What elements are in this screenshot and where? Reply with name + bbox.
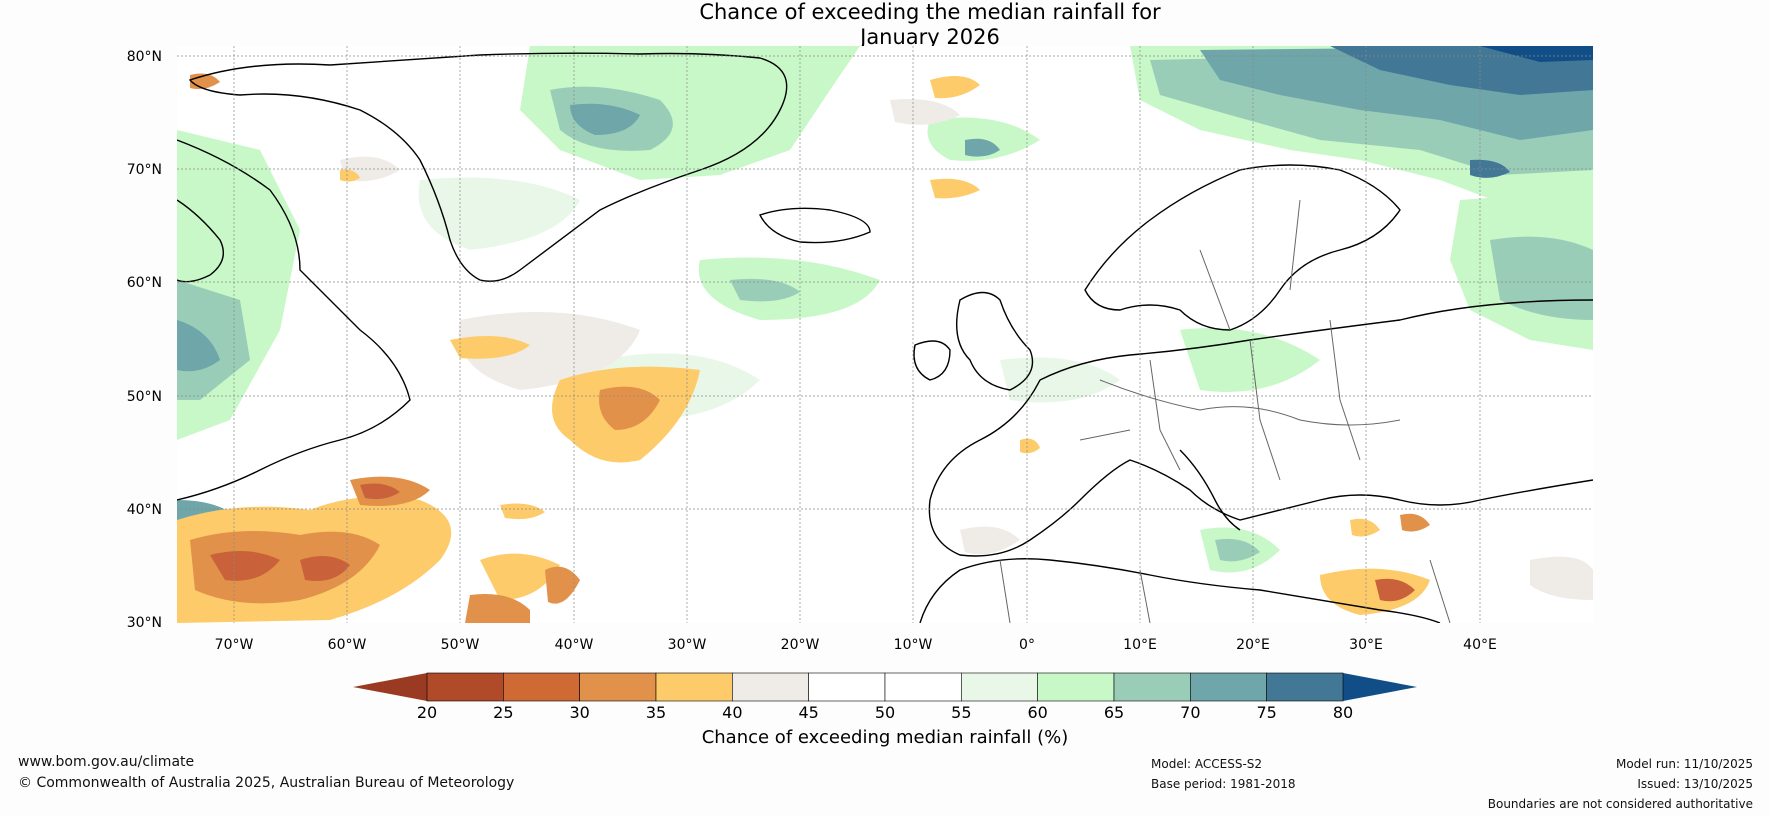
lon-label-10e: 10°E — [1123, 637, 1157, 653]
colorbar-tick-label: 60 — [1027, 703, 1047, 722]
colorbar-segment — [1113, 672, 1191, 702]
probability-shading — [177, 46, 1593, 623]
lon-label-70w: 70°W — [215, 637, 254, 653]
lon-label-30e: 30°E — [1349, 637, 1383, 653]
lon-label-60w: 60°W — [328, 637, 367, 653]
colorbar-tick-label: 75 — [1256, 703, 1276, 722]
lat-label-60n: 60°N — [127, 275, 162, 291]
colorbar-tick-label: 50 — [875, 703, 895, 722]
lon-label-30w: 30°W — [668, 637, 707, 653]
colorbar-segment — [579, 672, 657, 702]
colorbar-segments — [426, 672, 1344, 702]
issued-text: Issued: 13/10/2025 — [1637, 777, 1753, 791]
lon-label-50w: 50°W — [441, 637, 480, 653]
colorbar-tick-label: 25 — [493, 703, 513, 722]
title-line-1: Chance of exceeding the median rainfall … — [699, 0, 1161, 24]
disclaimer-text: Boundaries are not considered authoritat… — [1487, 797, 1753, 811]
lat-label-30n: 30°N — [127, 615, 162, 631]
lat-label-70n: 70°N — [127, 162, 162, 178]
lat-label-50n: 50°N — [127, 389, 162, 405]
colorbar-ticks: 20 25 30 35 40 45 50 55 60 65 70 75 80 — [417, 703, 1353, 722]
colorbar-tick-label: 35 — [646, 703, 666, 722]
model-text: Model: ACCESS-S2 — [1151, 757, 1263, 771]
lon-label-40w: 40°W — [555, 637, 594, 653]
colorbar-segment — [1190, 672, 1267, 702]
latitude-labels: 80°N 70°N 60°N 50°N 40°N 30°N — [127, 49, 162, 631]
colorbar-segment — [732, 672, 809, 702]
colorbar-tick-label: 40 — [722, 703, 742, 722]
map-title: Chance of exceeding the median rainfall … — [0, 0, 1770, 50]
title-line-2: January 2026 — [860, 25, 1000, 49]
lon-label-40e: 40°E — [1463, 637, 1497, 653]
colorbar-label: Chance of exceeding median rainfall (%) — [701, 727, 1069, 748]
lon-label-20e: 20°E — [1236, 637, 1270, 653]
lon-label-20w: 20°W — [781, 637, 820, 653]
colorbar-tick-label: 70 — [1180, 703, 1200, 722]
base-period-text: Base period: 1981-2018 — [1151, 777, 1296, 791]
colorbar-tick-label: 80 — [1333, 703, 1353, 722]
colorbar-tick-label: 45 — [798, 703, 818, 722]
colorbar-segment — [1037, 672, 1115, 702]
colorbar-segment — [1266, 672, 1344, 702]
lat-label-40n: 40°N — [127, 502, 162, 518]
colorbar-tick-label: 30 — [569, 703, 589, 722]
copyright-text: © Commonwealth of Australia 2025, Austra… — [18, 775, 515, 791]
colorbar-segment — [808, 672, 886, 702]
colorbar-tick-label: 55 — [951, 703, 971, 722]
colorbar-tick-label: 20 — [417, 703, 437, 722]
lon-label-0: 0° — [1019, 637, 1035, 653]
colorbar-segment — [961, 672, 1038, 702]
colorbar-low-extend — [353, 673, 427, 701]
colorbar-tick-label: 65 — [1104, 703, 1124, 722]
colorbar-segment — [426, 672, 504, 702]
colorbar-segment — [503, 672, 580, 702]
colorbar: 20 25 30 35 40 45 50 55 60 65 70 75 80 — [353, 672, 1417, 722]
colorbar-high-extend — [1343, 673, 1417, 701]
model-run-text: Model run: 11/10/2025 — [1615, 757, 1753, 771]
country-borders — [999, 199, 1451, 623]
longitude-labels: 70°W 60°W 50°W 40°W 30°W 20°W 10°W 0° 10… — [215, 637, 1497, 653]
colorbar-segment — [884, 672, 962, 702]
lon-label-10w: 10°W — [894, 637, 933, 653]
website-link[interactable]: www.bom.gov.au/climate — [18, 754, 195, 770]
lat-label-80n: 80°N — [127, 49, 162, 65]
colorbar-segment — [655, 672, 733, 702]
coastlines — [177, 52, 1593, 623]
graticule — [177, 46, 1593, 623]
